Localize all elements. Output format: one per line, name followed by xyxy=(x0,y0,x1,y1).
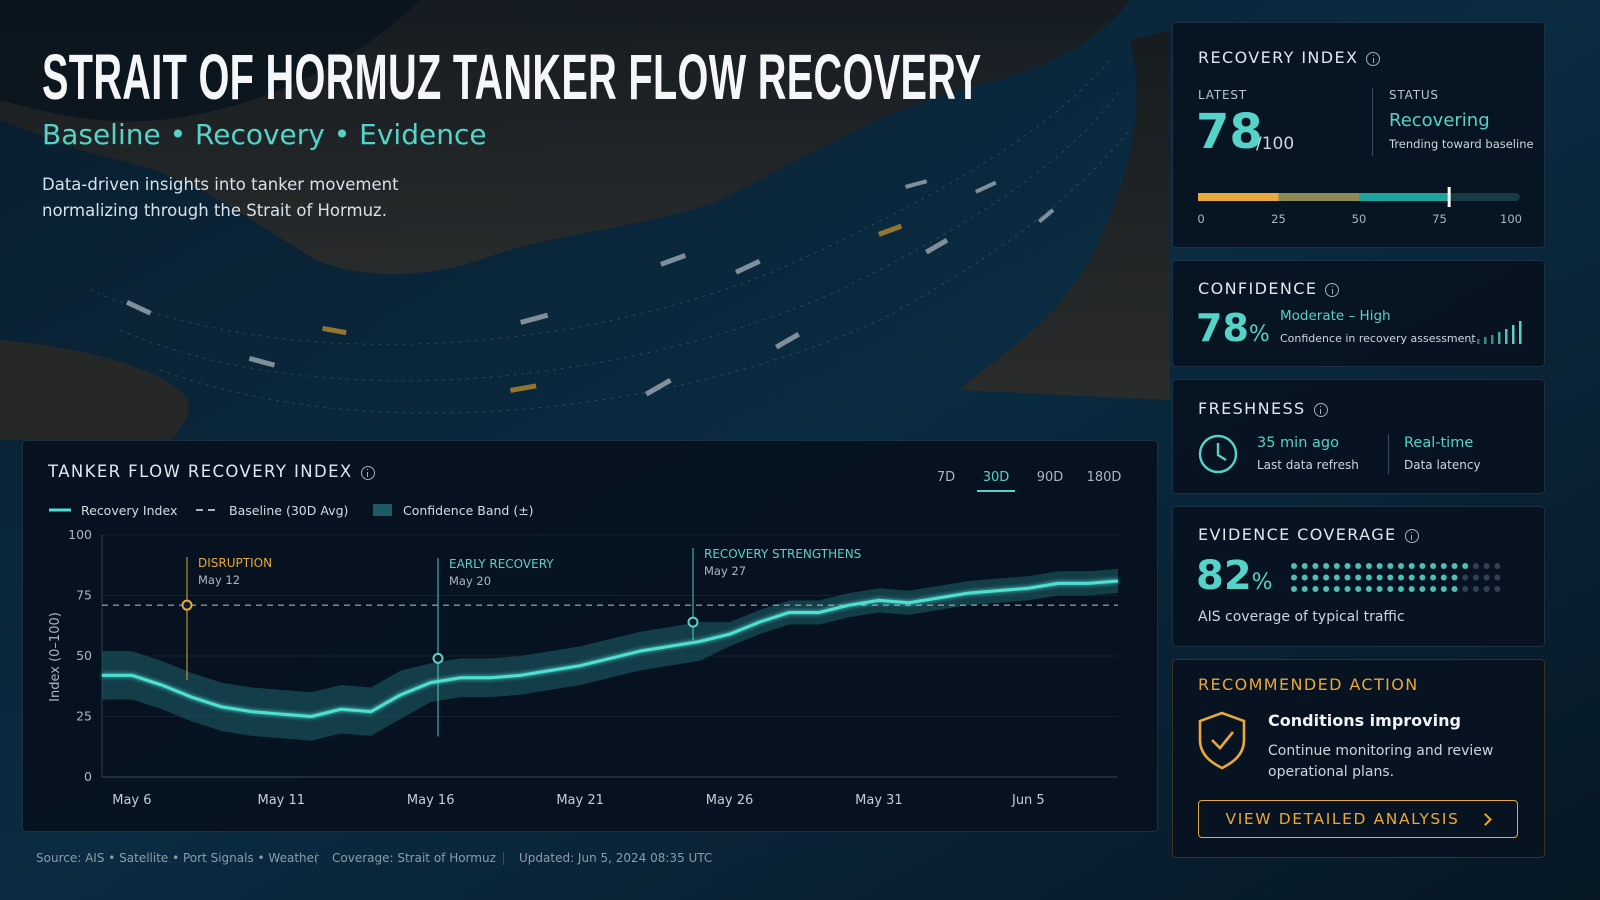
card-title: EVIDENCE COVERAGE xyxy=(1198,525,1397,544)
divider xyxy=(316,852,317,865)
card-title-row: EVIDENCE COVERAGE xyxy=(1198,525,1419,544)
latest-label: LATEST xyxy=(1198,88,1247,102)
latency: Real-time xyxy=(1404,435,1474,451)
refresh-time: 35 min ago xyxy=(1257,435,1339,451)
info-icon[interactable] xyxy=(1313,402,1328,417)
status-note: Trending toward baseline xyxy=(1389,137,1534,151)
latest-unit: /100 xyxy=(1256,134,1295,154)
status: Recovering xyxy=(1389,110,1490,131)
info-icon[interactable] xyxy=(1366,51,1381,66)
footer-source: Source: AIS • Satellite • Port Signals •… xyxy=(36,851,319,865)
info-icon[interactable] xyxy=(1404,528,1419,543)
evidence-value-row: 82% xyxy=(1196,553,1273,599)
card-title: FRESHNESS xyxy=(1198,399,1306,418)
recovery-index-card xyxy=(1172,22,1545,248)
refresh-label: Last data refresh xyxy=(1257,458,1359,472)
chart-panel xyxy=(22,440,1158,832)
footer-updated: Updated: Jun 5, 2024 08:35 UTC xyxy=(519,851,713,865)
status-label: STATUS xyxy=(1389,88,1439,102)
card-title: CONFIDENCE xyxy=(1198,279,1318,298)
page-title: STRAIT OF HORMUZ TANKER FLOW RECOVERY xyxy=(42,41,982,113)
latency-label: Data latency xyxy=(1404,458,1481,472)
info-icon[interactable] xyxy=(360,465,375,480)
footer-coverage: Coverage: Strait of Hormuz xyxy=(332,851,496,865)
card-title: RECOVERY INDEX xyxy=(1198,48,1359,67)
chevron-icon xyxy=(1479,812,1493,826)
chart-title: TANKER FLOW RECOVERY INDEX xyxy=(48,462,353,481)
confidence-value-row: 78% xyxy=(1196,306,1270,350)
evidence-unit: % xyxy=(1251,570,1273,595)
confidence-note: Confidence in recovery assessment xyxy=(1280,332,1476,345)
divider xyxy=(1388,434,1389,474)
action-headline: Conditions improving xyxy=(1268,711,1461,730)
info-icon[interactable] xyxy=(1325,282,1340,297)
confidence-card xyxy=(1172,260,1545,367)
button-label: VIEW DETAILED ANALYSIS xyxy=(1225,810,1460,828)
action-text: Continue monitoring and review operation… xyxy=(1268,743,1494,780)
latest-value: 78 xyxy=(1196,104,1263,160)
action-title: RECOMMENDED ACTION xyxy=(1198,675,1419,694)
chart-title-row: TANKER FLOW RECOVERY INDEX xyxy=(48,462,375,481)
card-title-row: RECOVERY INDEX xyxy=(1198,48,1381,67)
freshness-card xyxy=(1172,379,1545,494)
subtitle: Baseline • Recovery • Evidence xyxy=(42,118,487,151)
evidence-note: AIS coverage of typical traffic xyxy=(1198,609,1405,625)
divider xyxy=(1372,88,1373,156)
confidence-level: Moderate – High xyxy=(1280,308,1391,324)
detail-button[interactable]: VIEW DETAILED ANALYSIS xyxy=(1198,800,1518,838)
divider xyxy=(503,852,504,865)
card-title-row: FRESHNESS xyxy=(1198,399,1328,418)
confidence-unit: % xyxy=(1248,322,1270,347)
description: Data-driven insights into tanker movemen… xyxy=(42,175,399,220)
evidence-value: 82 xyxy=(1196,553,1252,599)
confidence-value: 78 xyxy=(1196,306,1249,350)
card-title-row: CONFIDENCE xyxy=(1198,279,1340,298)
